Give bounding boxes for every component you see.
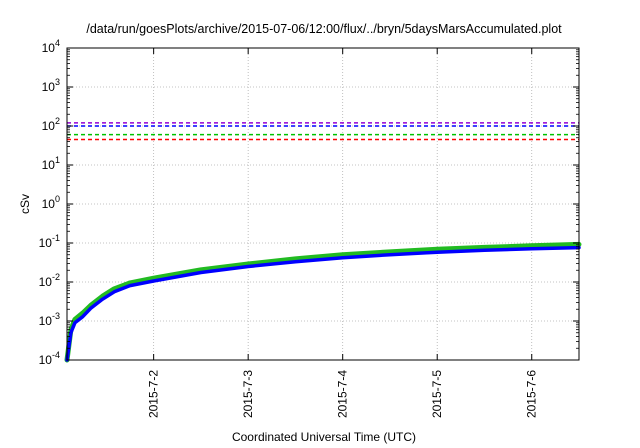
- axis-ticks: [67, 47, 579, 361]
- series-line: [65, 245, 581, 362]
- reference-lines: [67, 122, 579, 141]
- y-axis-label: cSv: [18, 194, 32, 214]
- x-axis-label: Coordinated Universal Time (UTC): [232, 430, 416, 444]
- x-tick-label: 2015-7-3: [241, 370, 255, 418]
- x-tick-label: 2015-7-2: [147, 370, 161, 418]
- grid: [67, 48, 579, 360]
- x-tick-label: 2015-7-5: [430, 370, 444, 418]
- chart-title: /data/run/goesPlots/archive/2015-07-06/1…: [86, 22, 562, 36]
- tick-labels: 10-4 10-3 10-2 10-1 100 101 102 103 104 2015-7-2 2…: [39, 38, 539, 418]
- y-tick-label: 101: [42, 155, 60, 172]
- y-tick-label: 100: [42, 194, 60, 211]
- y-tick-label: 104: [42, 38, 60, 55]
- x-tick-label: 2015-7-4: [336, 370, 350, 418]
- series-lines: [64, 241, 582, 363]
- y-tick-label: 103: [42, 77, 60, 94]
- y-tick-label: 10-2: [39, 272, 60, 289]
- y-tick-label: 102: [42, 116, 60, 133]
- series-line: [64, 241, 582, 363]
- y-tick-label: 10-4: [39, 350, 60, 367]
- x-tick-label: 2015-7-6: [525, 370, 539, 418]
- y-tick-label: 10-3: [39, 311, 60, 328]
- y-tick-label: 10-1: [39, 233, 60, 250]
